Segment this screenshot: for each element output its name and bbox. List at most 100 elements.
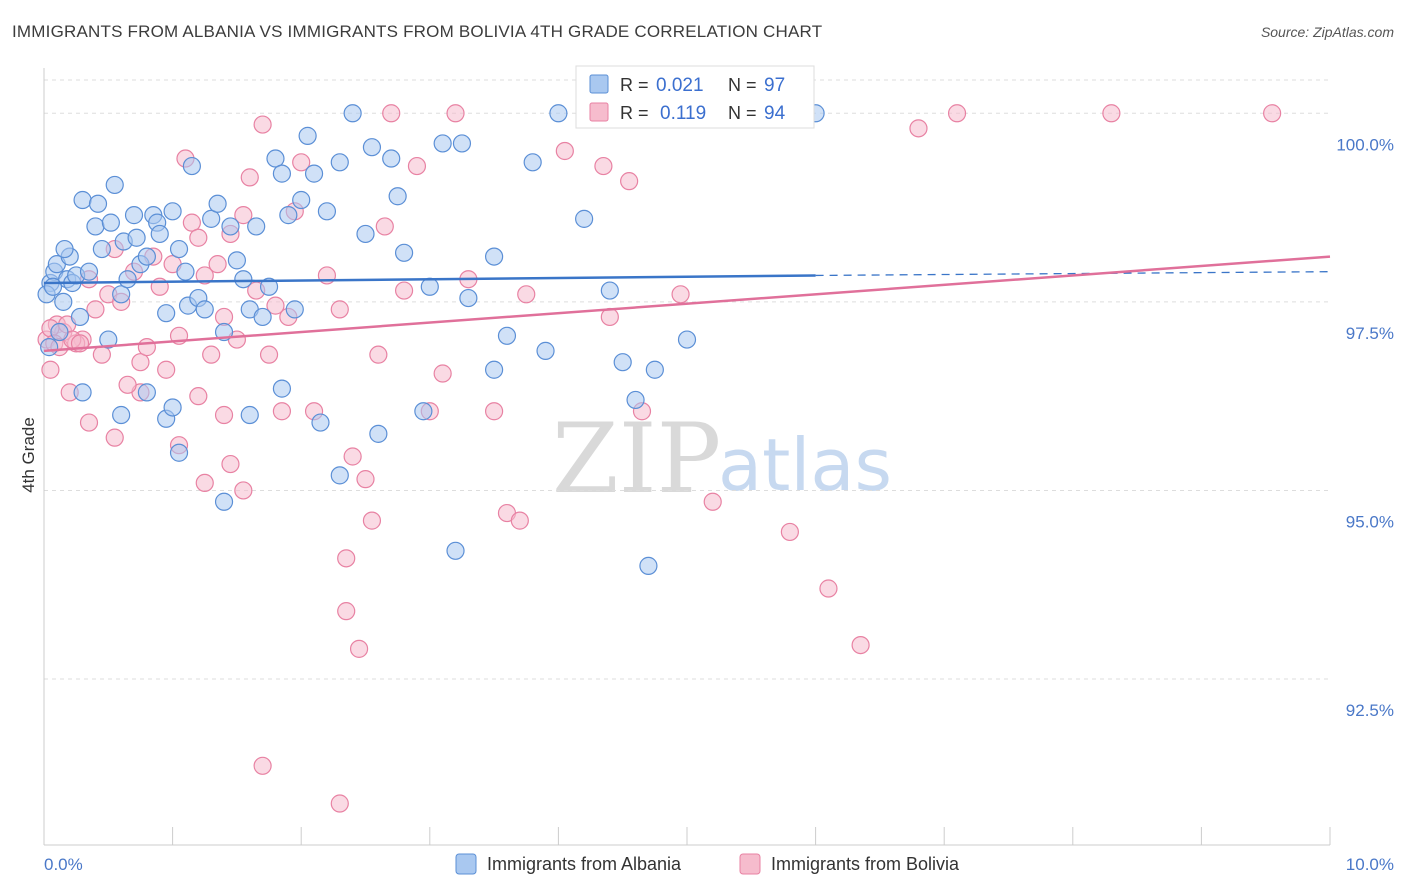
albania-point xyxy=(343,104,362,123)
bolivia-point xyxy=(157,360,176,379)
albania-point xyxy=(645,360,664,379)
albania-point xyxy=(101,213,120,232)
albania-point xyxy=(50,322,69,342)
albania-point xyxy=(279,206,298,225)
albania-point xyxy=(99,330,118,349)
albania-trend-extension xyxy=(815,271,1331,277)
legend: R = 0.021 N = 97 R = 0.119 N = 94 xyxy=(575,65,815,129)
albania-point xyxy=(311,413,330,432)
albania-point xyxy=(317,202,337,221)
bolivia-point xyxy=(292,153,311,172)
bolivia-point xyxy=(92,345,111,364)
albania-point xyxy=(485,247,504,266)
bolivia-point xyxy=(234,481,253,500)
bolivia-point xyxy=(703,492,722,511)
albania-point xyxy=(247,217,266,236)
albania-point xyxy=(176,262,195,281)
bolivia-point xyxy=(330,794,349,813)
trend-layer xyxy=(43,255,1331,353)
albania-point xyxy=(330,153,349,172)
albania-point xyxy=(677,330,697,349)
bolivia-point xyxy=(343,447,362,466)
bolivia-point xyxy=(272,402,292,421)
albania-point xyxy=(253,307,272,327)
bolivia-point xyxy=(131,353,150,372)
albania-point xyxy=(292,190,311,210)
albania-point xyxy=(285,300,304,319)
albania-point xyxy=(86,217,105,236)
albania-point xyxy=(272,164,292,183)
bolivia-point xyxy=(240,168,259,187)
watermark-atlas: atlas xyxy=(718,423,892,507)
bolivia-point xyxy=(1263,104,1282,123)
albania-point xyxy=(298,126,317,145)
bolivia-point xyxy=(780,522,799,542)
x-tick-label-min: 0.0% xyxy=(44,855,83,874)
albania-point xyxy=(330,466,349,485)
albania-point xyxy=(214,492,234,511)
bolivia-point xyxy=(947,104,967,123)
bottom-legend-bolivia-swatch xyxy=(739,853,761,875)
bolivia-point xyxy=(189,228,208,247)
albania-trend-line xyxy=(43,274,816,285)
bolivia-point xyxy=(909,119,928,138)
albania-point xyxy=(208,194,227,213)
legend-albania-r-value: 0.021 xyxy=(656,75,704,96)
bolivia-point xyxy=(118,375,137,394)
albania-point xyxy=(446,541,465,560)
albania-point xyxy=(575,209,594,228)
albania-point xyxy=(600,281,619,300)
bolivia-point xyxy=(214,405,234,425)
axis-layer: 92.5% 95.0% 97.5% 100.0% xyxy=(43,68,1394,846)
albania-point xyxy=(92,239,111,259)
bolivia-point xyxy=(446,104,465,123)
bolivia-trend-line xyxy=(43,255,1331,353)
bottom-legend-albania-swatch xyxy=(455,853,477,875)
bolivia-point xyxy=(337,549,356,568)
bolivia-point xyxy=(202,345,221,364)
bolivia-point xyxy=(189,387,208,406)
albania-point xyxy=(73,383,92,402)
bolivia-point xyxy=(594,156,613,176)
bolivia-point xyxy=(195,473,214,493)
albania-point xyxy=(118,270,137,289)
albania-point xyxy=(43,277,63,296)
albania-point xyxy=(112,405,131,425)
bolivia-point xyxy=(253,756,272,775)
albania-point xyxy=(356,224,375,244)
albania-point xyxy=(150,224,169,244)
bolivia-point xyxy=(349,639,369,658)
bottom-legend-bolivia-label: Immigrants from Bolivia xyxy=(771,854,960,874)
legend-albania-swatch xyxy=(589,74,609,94)
bolivia-point xyxy=(375,217,394,236)
albania-point xyxy=(227,251,246,270)
bolivia-point xyxy=(851,635,870,655)
albania-point xyxy=(195,300,214,319)
albania-point xyxy=(459,288,478,308)
bolivia-point xyxy=(253,115,272,134)
legend-bolivia-r-label: R = xyxy=(620,103,649,123)
albania-point xyxy=(433,134,452,153)
legend-bolivia-n-value: 94 xyxy=(764,103,786,124)
watermark-zip: ZIP xyxy=(552,403,721,515)
albania-point xyxy=(105,175,124,195)
bolivia-point xyxy=(234,206,253,225)
bolivia-point xyxy=(671,285,690,304)
bolivia-point xyxy=(41,360,60,379)
bolivia-point xyxy=(105,428,124,447)
albania-point xyxy=(163,202,182,221)
albania-point xyxy=(259,277,279,296)
legend-albania-r-label: R = xyxy=(620,75,649,95)
bolivia-point xyxy=(1102,104,1121,123)
legend-albania-n-label: N = xyxy=(728,75,757,95)
albania-point xyxy=(169,443,189,462)
albania-point xyxy=(414,402,433,421)
albania-point xyxy=(394,243,414,262)
albania-point xyxy=(304,164,324,183)
legend-bolivia-n-label: N = xyxy=(728,103,757,123)
albania-point xyxy=(639,556,658,575)
bolivia-point xyxy=(555,141,574,161)
albania-point xyxy=(55,239,74,259)
albania-point xyxy=(266,149,285,168)
